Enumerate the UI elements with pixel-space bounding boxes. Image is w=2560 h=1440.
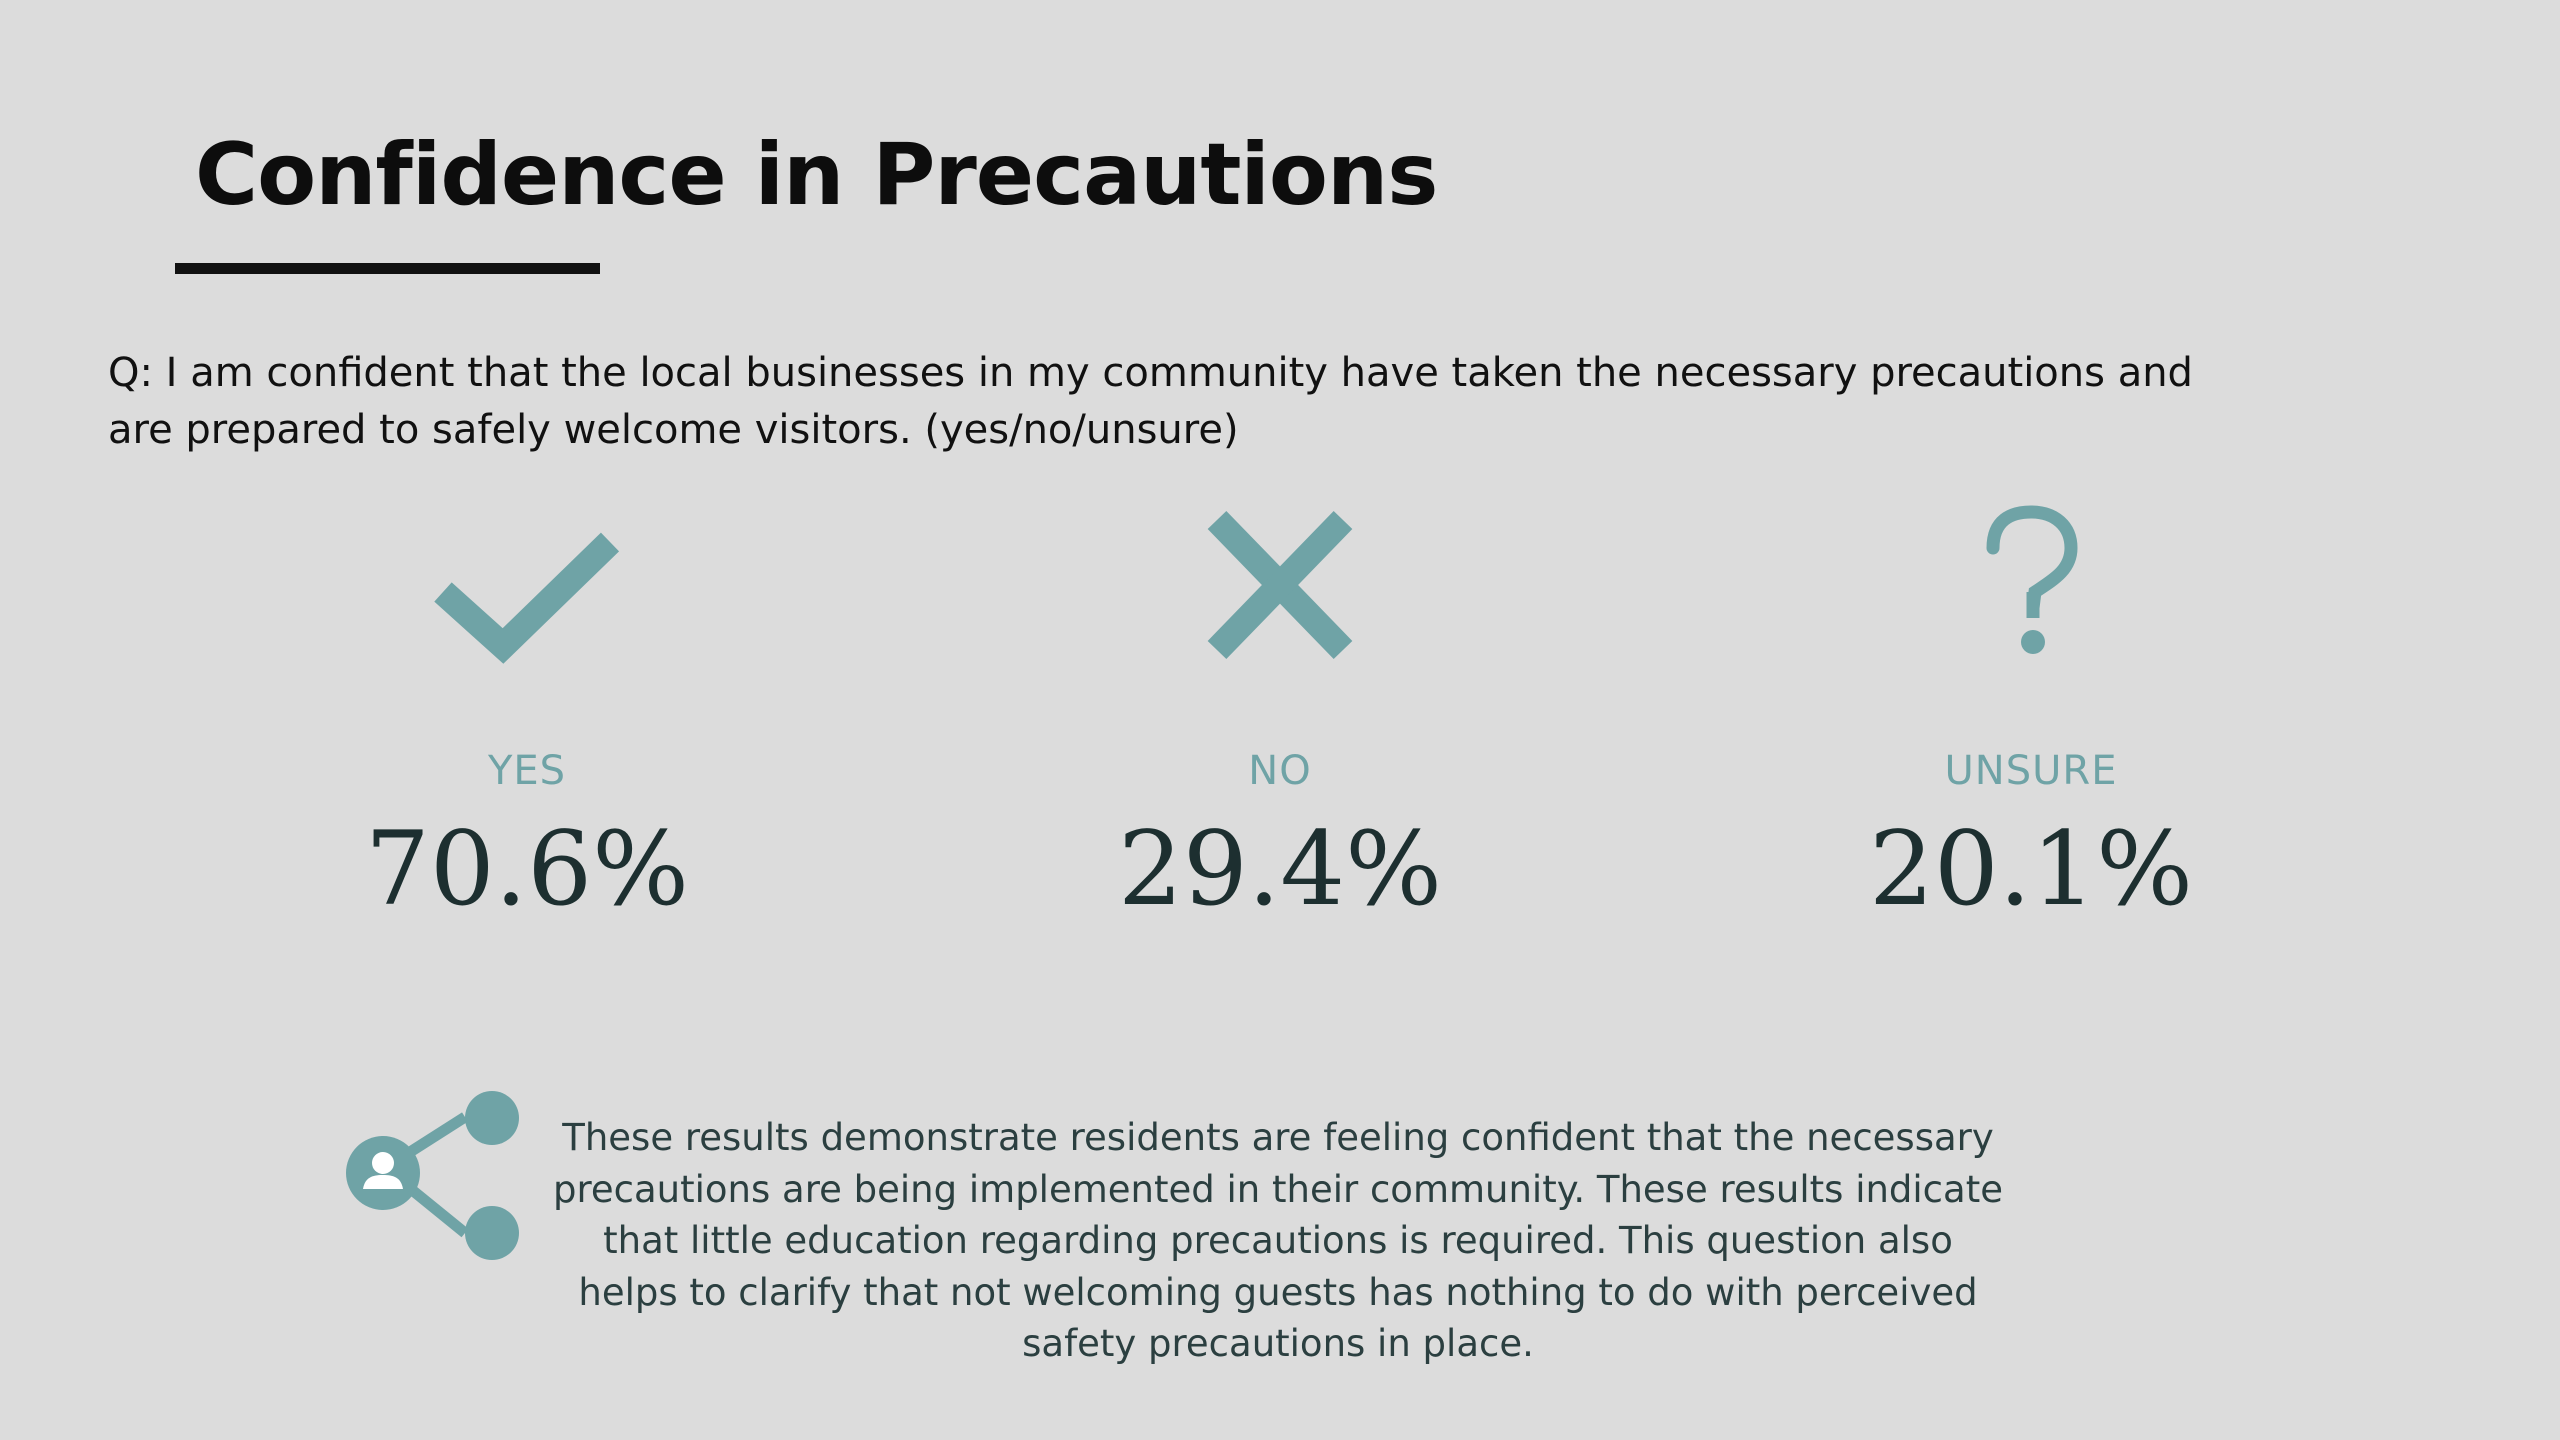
result-value-yes: 70.6% xyxy=(364,810,690,929)
result-unsure: UNSURE 20.1% xyxy=(1781,500,2281,960)
survey-question: Q: I am confident that the local busines… xyxy=(108,350,2193,453)
title-underline xyxy=(175,263,600,274)
x-icon xyxy=(1207,510,1353,660)
slide-title: Confidence in Precautions xyxy=(195,125,1438,225)
result-label-no: NO xyxy=(1248,748,1312,794)
summary-text: These results demonstrate residents are … xyxy=(553,1116,2003,1365)
result-label-yes: YES xyxy=(487,748,567,794)
result-value-unsure: 20.1% xyxy=(1868,810,2194,929)
result-label-unsure: UNSURE xyxy=(1944,748,2118,794)
result-value-no: 29.4% xyxy=(1117,810,1443,929)
share-person-icon xyxy=(346,1091,519,1260)
result-yes: YES 70.6% xyxy=(277,500,777,960)
result-no: NO 29.4% xyxy=(1030,500,1530,960)
check-icon xyxy=(434,532,620,664)
question-mark-icon xyxy=(1986,505,2078,654)
